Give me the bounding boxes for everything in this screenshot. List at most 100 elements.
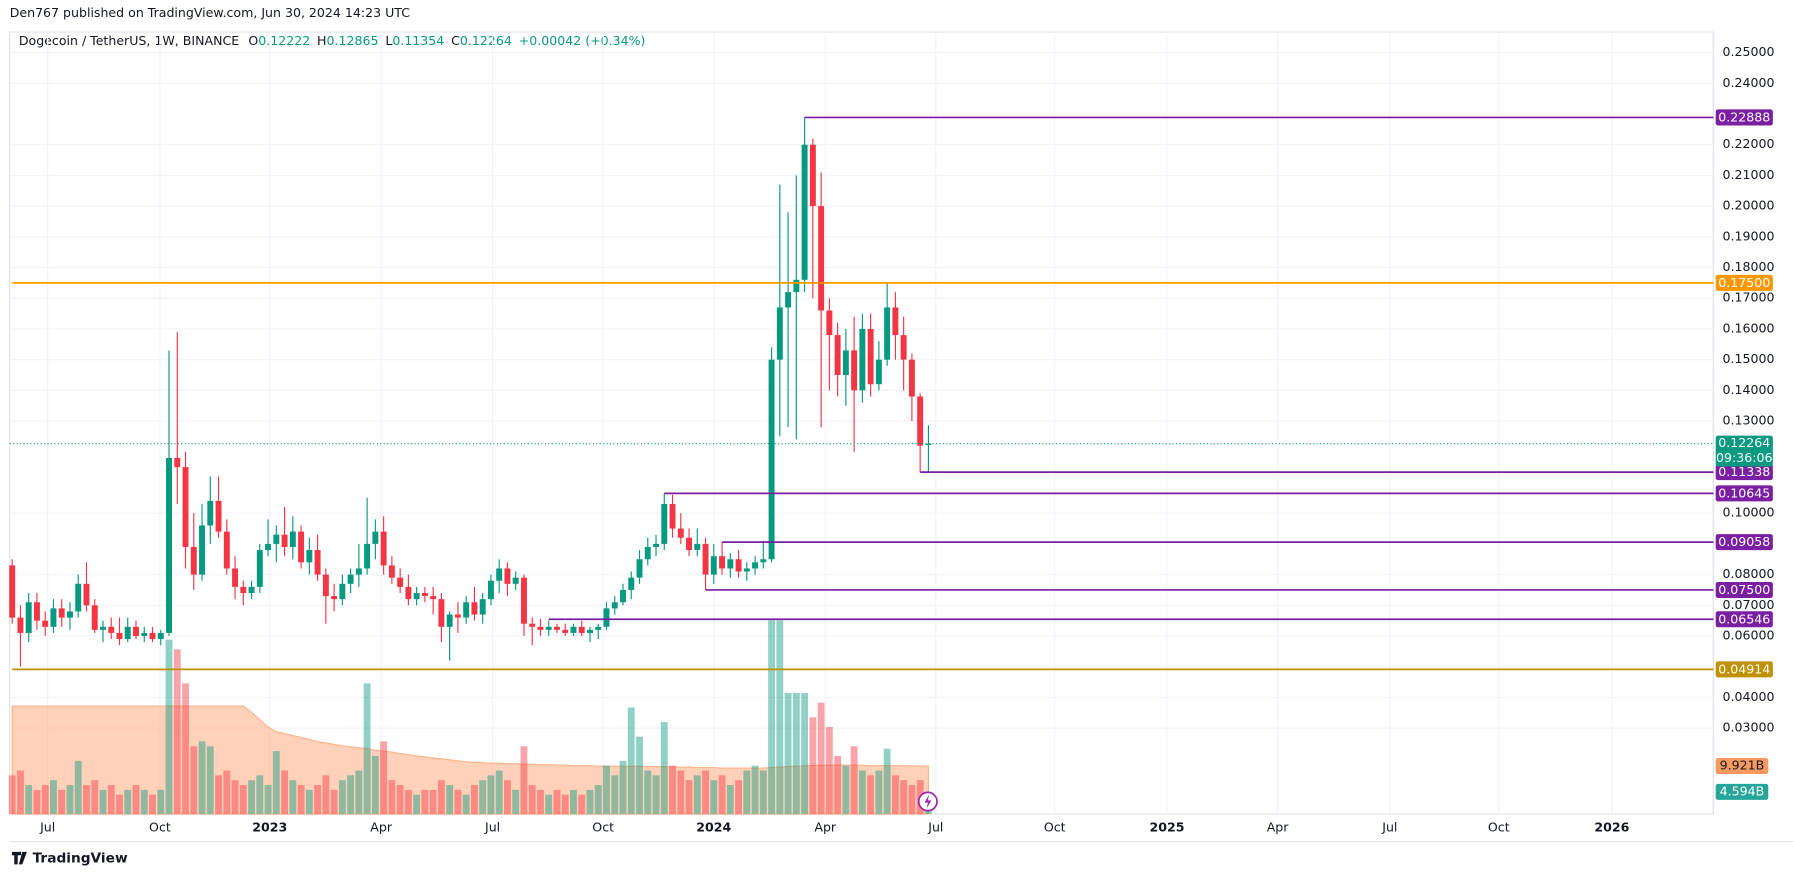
candle-body [66, 611, 73, 618]
candle-body [397, 577, 404, 587]
x-tick-label: 2025 [1149, 819, 1184, 834]
legend-key: L [385, 33, 392, 48]
candle-body [487, 580, 494, 600]
y-tick-label: 0.03000 [1723, 720, 1775, 735]
candle-body [743, 568, 750, 572]
candle-body [388, 565, 395, 578]
candle-body [413, 593, 420, 600]
candle-body [578, 626, 585, 633]
volume-bar [454, 789, 462, 815]
candle-body [289, 531, 296, 547]
volume-bar [891, 775, 899, 815]
candle-body [174, 457, 181, 468]
volume-bar [8, 775, 16, 815]
candle-body [223, 531, 230, 569]
volume-bar [743, 770, 751, 815]
volume-bar [479, 780, 487, 815]
volume-bar [784, 692, 792, 815]
volume-bar [528, 785, 536, 815]
volume-bar [182, 683, 189, 815]
volume-bar [858, 770, 866, 815]
candle-body [925, 443, 932, 445]
candle-body [157, 632, 164, 640]
volume-bar [272, 751, 280, 815]
volume-bar [908, 785, 916, 815]
volume-bar [165, 639, 173, 815]
volume-bar [66, 785, 74, 815]
candle-body [372, 531, 379, 544]
candle-body [347, 574, 354, 584]
volume-bar [429, 789, 437, 815]
candle-body [463, 602, 470, 618]
y-tick-label: 0.07000 [1723, 597, 1775, 612]
volume-bar [685, 780, 693, 815]
candle-body [768, 359, 775, 560]
candle-body [760, 559, 767, 563]
candle-body [331, 596, 338, 600]
candle-body [595, 626, 602, 630]
volume-bar [99, 789, 107, 815]
candle-body [190, 546, 197, 575]
volume-bar [231, 780, 239, 815]
candle-body [380, 531, 387, 566]
volume-bar [611, 775, 619, 815]
candle-body [471, 602, 478, 615]
volume-bar [702, 770, 709, 815]
volume-bar [726, 785, 734, 815]
legend-key: O [248, 33, 258, 48]
candle-body [826, 310, 833, 336]
level-badge [1715, 581, 1773, 598]
volume-bar [842, 765, 850, 815]
candle-body [42, 620, 49, 627]
candle-body [809, 144, 816, 207]
level-label: 0.10645 [1718, 485, 1770, 500]
volume-bar [817, 702, 825, 815]
x-tick-label: Apr [814, 819, 837, 834]
candle-body [644, 546, 651, 560]
volume-bar [792, 692, 800, 815]
volume-bar [883, 748, 891, 815]
volume-bar [74, 760, 82, 815]
candle-body [793, 279, 800, 293]
candle-body [446, 614, 453, 627]
candle-body [694, 543, 701, 551]
legend-text: Dogecoin / TetherUS, 1W, BINANCE O0.12222… [19, 33, 646, 48]
level-badge [1715, 464, 1773, 481]
symbol: Dogecoin / TetherUS, 1W, BINANCE [19, 33, 239, 48]
volume-bar [801, 692, 809, 815]
volume-bar [586, 789, 594, 815]
candle-body [421, 593, 428, 597]
candle-body [785, 292, 792, 308]
volume-label: 4.594B [1720, 783, 1765, 798]
volume-bar [198, 741, 206, 815]
x-tick-label: Jul [927, 819, 943, 834]
legend-value: 0.12264 [460, 33, 512, 48]
candle-body [875, 359, 882, 385]
volume-bar [396, 785, 404, 815]
volume-bar [239, 785, 247, 815]
volume-bar [322, 775, 330, 815]
candle-body [719, 556, 726, 569]
volume-bar [660, 722, 668, 815]
volume-bar [107, 785, 115, 815]
level-badge [1715, 661, 1773, 678]
candle-body [355, 568, 362, 575]
candle-body [686, 537, 693, 551]
volume-bar [25, 785, 33, 815]
candle-body [842, 350, 849, 376]
volume-bar [173, 649, 181, 815]
volume-bar [809, 717, 817, 815]
volume-bar [256, 775, 264, 815]
candle-body [636, 559, 643, 578]
volume-ma-label: 9.921B [1720, 758, 1765, 773]
volume-bar [693, 775, 701, 815]
volume-bar [58, 789, 66, 815]
candle-body [892, 307, 899, 336]
x-tick-label: Apr [1267, 819, 1290, 834]
volume-bar [627, 707, 635, 815]
candle-body [75, 583, 82, 612]
volume-bar [594, 785, 602, 815]
candle-body [273, 534, 280, 544]
